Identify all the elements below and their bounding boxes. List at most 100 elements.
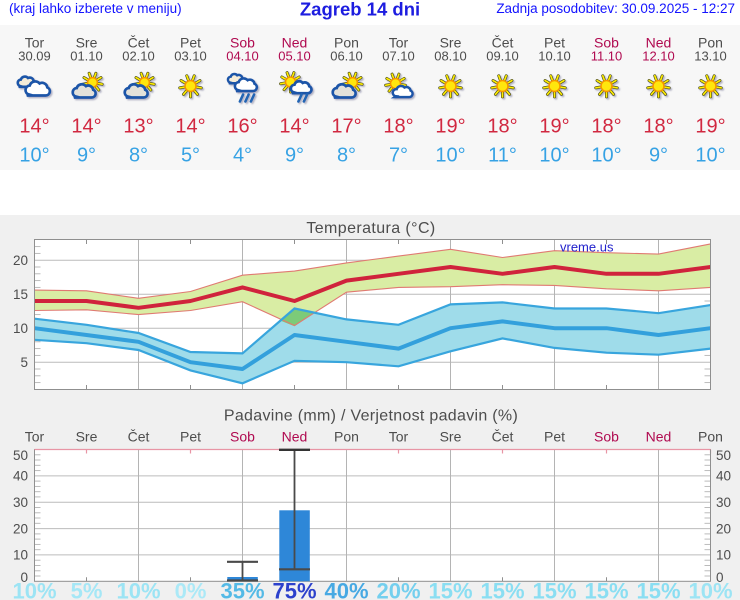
svg-text:Čet: Čet [492, 34, 514, 50]
svg-text:8°: 8° [337, 145, 356, 167]
svg-text:Sob: Sob [594, 429, 619, 445]
svg-text:08.10: 08.10 [434, 48, 467, 63]
svg-text:Ned: Ned [282, 429, 308, 445]
svg-text:20: 20 [13, 521, 28, 536]
svg-text:Sre: Sre [76, 429, 98, 445]
svg-text:30.09: 30.09 [18, 48, 51, 63]
svg-text:15%: 15% [532, 579, 576, 600]
svg-text:14°: 14° [175, 116, 205, 138]
svg-text:75%: 75% [272, 579, 316, 600]
svg-text:Zadnja posodobitev: 30.09.2025: Zadnja posodobitev: 30.09.2025 - 12:27 [496, 1, 735, 16]
svg-text:Tor: Tor [389, 34, 409, 50]
svg-text:10°: 10° [435, 145, 465, 167]
svg-text:30: 30 [716, 495, 731, 510]
svg-text:07.10: 07.10 [382, 48, 415, 63]
svg-text:14°: 14° [71, 116, 101, 138]
svg-text:19°: 19° [539, 116, 569, 138]
svg-text:Pon: Pon [334, 34, 359, 50]
svg-text:10°: 10° [539, 145, 569, 167]
svg-text:13.10: 13.10 [694, 48, 727, 63]
svg-text:Pet: Pet [180, 34, 201, 50]
svg-text:15: 15 [13, 287, 28, 302]
svg-text:Pon: Pon [334, 429, 359, 445]
svg-text:11.10: 11.10 [591, 48, 623, 63]
svg-text:18°: 18° [383, 116, 413, 138]
svg-text:9°: 9° [285, 145, 304, 167]
svg-text:17°: 17° [331, 116, 361, 138]
svg-text:4°: 4° [233, 145, 252, 167]
svg-text:5: 5 [20, 355, 28, 370]
svg-text:10°: 10° [695, 145, 725, 167]
svg-text:Sre: Sre [76, 34, 98, 50]
svg-text:10%: 10% [688, 579, 732, 600]
svg-text:09.10: 09.10 [486, 48, 519, 63]
svg-text:5%: 5% [71, 579, 103, 600]
svg-text:18°: 18° [591, 116, 621, 138]
svg-text:Sre: Sre [440, 34, 462, 50]
svg-text:Sob: Sob [230, 34, 255, 50]
svg-text:40: 40 [13, 469, 28, 484]
svg-text:13°: 13° [123, 116, 153, 138]
svg-text:Temperatura (°C): Temperatura (°C) [306, 220, 435, 237]
svg-text:03.10: 03.10 [174, 48, 207, 63]
svg-text:Čet: Čet [492, 429, 514, 445]
svg-text:Tor: Tor [25, 429, 45, 445]
svg-text:Tor: Tor [389, 429, 409, 445]
svg-text:15%: 15% [636, 579, 680, 600]
svg-text:19°: 19° [695, 116, 725, 138]
svg-text:14°: 14° [19, 116, 49, 138]
svg-text:18°: 18° [643, 116, 673, 138]
svg-text:15%: 15% [428, 579, 472, 600]
svg-text:Pet: Pet [544, 429, 565, 445]
svg-text:Pon: Pon [698, 34, 723, 50]
svg-text:40%: 40% [324, 579, 368, 600]
svg-text:0: 0 [716, 570, 724, 585]
svg-text:Čet: Čet [128, 429, 150, 445]
svg-text:10: 10 [13, 321, 28, 336]
svg-text:10°: 10° [19, 145, 49, 167]
svg-text:30: 30 [13, 495, 28, 510]
svg-text:0%: 0% [175, 579, 207, 600]
svg-text:Ned: Ned [282, 34, 308, 50]
svg-text:Sob: Sob [230, 429, 255, 445]
svg-text:Sre: Sre [440, 429, 462, 445]
svg-text:14°: 14° [279, 116, 309, 138]
svg-text:Pet: Pet [544, 34, 565, 50]
svg-text:06.10: 06.10 [330, 48, 363, 63]
svg-text:20: 20 [716, 521, 731, 536]
svg-text:8°: 8° [129, 145, 148, 167]
svg-text:9°: 9° [649, 145, 668, 167]
svg-text:20: 20 [13, 253, 28, 268]
svg-text:vreme.us: vreme.us [560, 240, 614, 255]
svg-text:10°: 10° [591, 145, 621, 167]
svg-text:Pet: Pet [180, 429, 201, 445]
svg-text:7°: 7° [389, 145, 408, 167]
svg-text:19°: 19° [435, 116, 465, 138]
svg-text:10%: 10% [116, 579, 160, 600]
svg-text:10%: 10% [12, 579, 56, 600]
svg-text:01.10: 01.10 [70, 48, 103, 63]
svg-text:15%: 15% [584, 579, 628, 600]
svg-text:20%: 20% [376, 579, 420, 600]
svg-text:0: 0 [20, 570, 28, 585]
svg-text:11°: 11° [488, 145, 517, 167]
svg-text:50: 50 [716, 448, 731, 463]
svg-text:Sob: Sob [594, 34, 619, 50]
svg-text:35%: 35% [220, 579, 264, 600]
svg-text:Zagreb 14 dni: Zagreb 14 dni [300, 0, 420, 20]
svg-text:Ned: Ned [646, 429, 672, 445]
svg-text:Pon: Pon [698, 429, 723, 445]
svg-text:Ned: Ned [646, 34, 672, 50]
svg-text:Padavine (mm) / Verjetnost pad: Padavine (mm) / Verjetnost padavin (%) [224, 407, 518, 424]
svg-text:12.10: 12.10 [642, 48, 675, 63]
svg-text:(kraj lahko izberete v meniju): (kraj lahko izberete v meniju) [9, 1, 182, 16]
svg-text:10: 10 [13, 548, 28, 563]
svg-text:05.10: 05.10 [278, 48, 311, 63]
svg-text:02.10: 02.10 [122, 48, 155, 63]
svg-text:10: 10 [716, 548, 731, 563]
svg-text:Tor: Tor [25, 34, 45, 50]
svg-text:10.10: 10.10 [538, 48, 571, 63]
svg-text:5°: 5° [181, 145, 200, 167]
svg-text:50: 50 [13, 448, 28, 463]
svg-text:9°: 9° [77, 145, 96, 167]
